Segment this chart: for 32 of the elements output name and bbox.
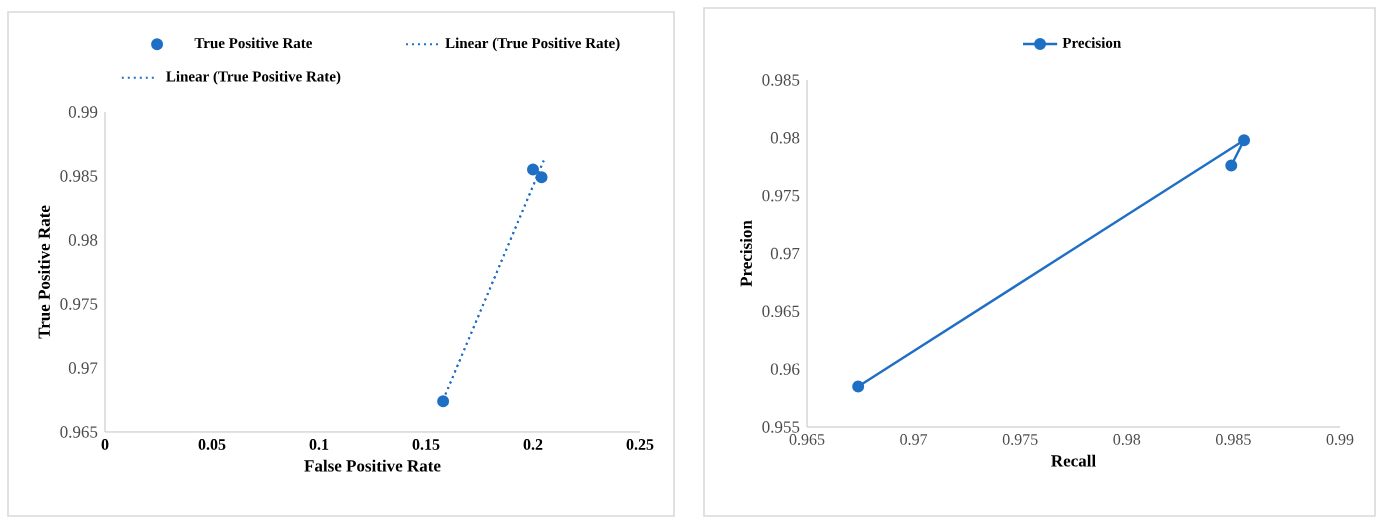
legend-label: Precision — [1062, 37, 1122, 48]
legend-label: True Positive Rate — [194, 37, 313, 49]
y-tick-label: 0.985 — [60, 170, 98, 182]
y-tick-label: 0.97 — [68, 362, 98, 374]
x-tick-label: 0.97 — [900, 434, 928, 445]
x-tick-label: 0 — [101, 439, 109, 450]
x-tick-label: 0.98 — [1113, 434, 1141, 445]
x-tick-label: 0.975 — [1002, 434, 1038, 445]
y-tick-label: 0.955 — [762, 421, 800, 433]
y-tick-label: 0.99 — [68, 106, 98, 118]
legend-label: Linear (True Positive Rate) — [445, 37, 620, 52]
x-tick-label: 0.05 — [198, 439, 226, 450]
legend-label: Linear (True Positive Rate) — [166, 70, 341, 85]
y-tick-label: 0.975 — [60, 298, 98, 310]
x-tick-label: 0.1 — [309, 439, 329, 450]
x-axis-title: False Positive Rate — [304, 459, 441, 472]
y-axis-title: Precision — [740, 220, 752, 287]
x-tick-label: 0.99 — [1326, 434, 1354, 445]
x-tick-label: 0.965 — [789, 434, 825, 445]
y-tick-label: 0.97 — [770, 247, 800, 260]
y-tick-label: 0.965 — [762, 305, 800, 318]
y-tick-label: 0.985 — [762, 74, 800, 86]
y-tick-label: 0.98 — [770, 132, 800, 144]
y-axis-title: True Positive Rate — [37, 205, 50, 339]
x-tick-label: 0.985 — [1216, 434, 1251, 445]
y-tick-label: 0.96 — [770, 363, 800, 375]
x-tick-label: 0.2 — [523, 439, 543, 450]
y-tick-label: 0.98 — [68, 234, 98, 246]
y-tick-label: 0.975 — [762, 189, 800, 202]
x-tick-label: 0.25 — [626, 439, 654, 450]
x-axis-title: Recall — [1051, 454, 1096, 467]
x-tick-label: 0.15 — [412, 439, 440, 450]
